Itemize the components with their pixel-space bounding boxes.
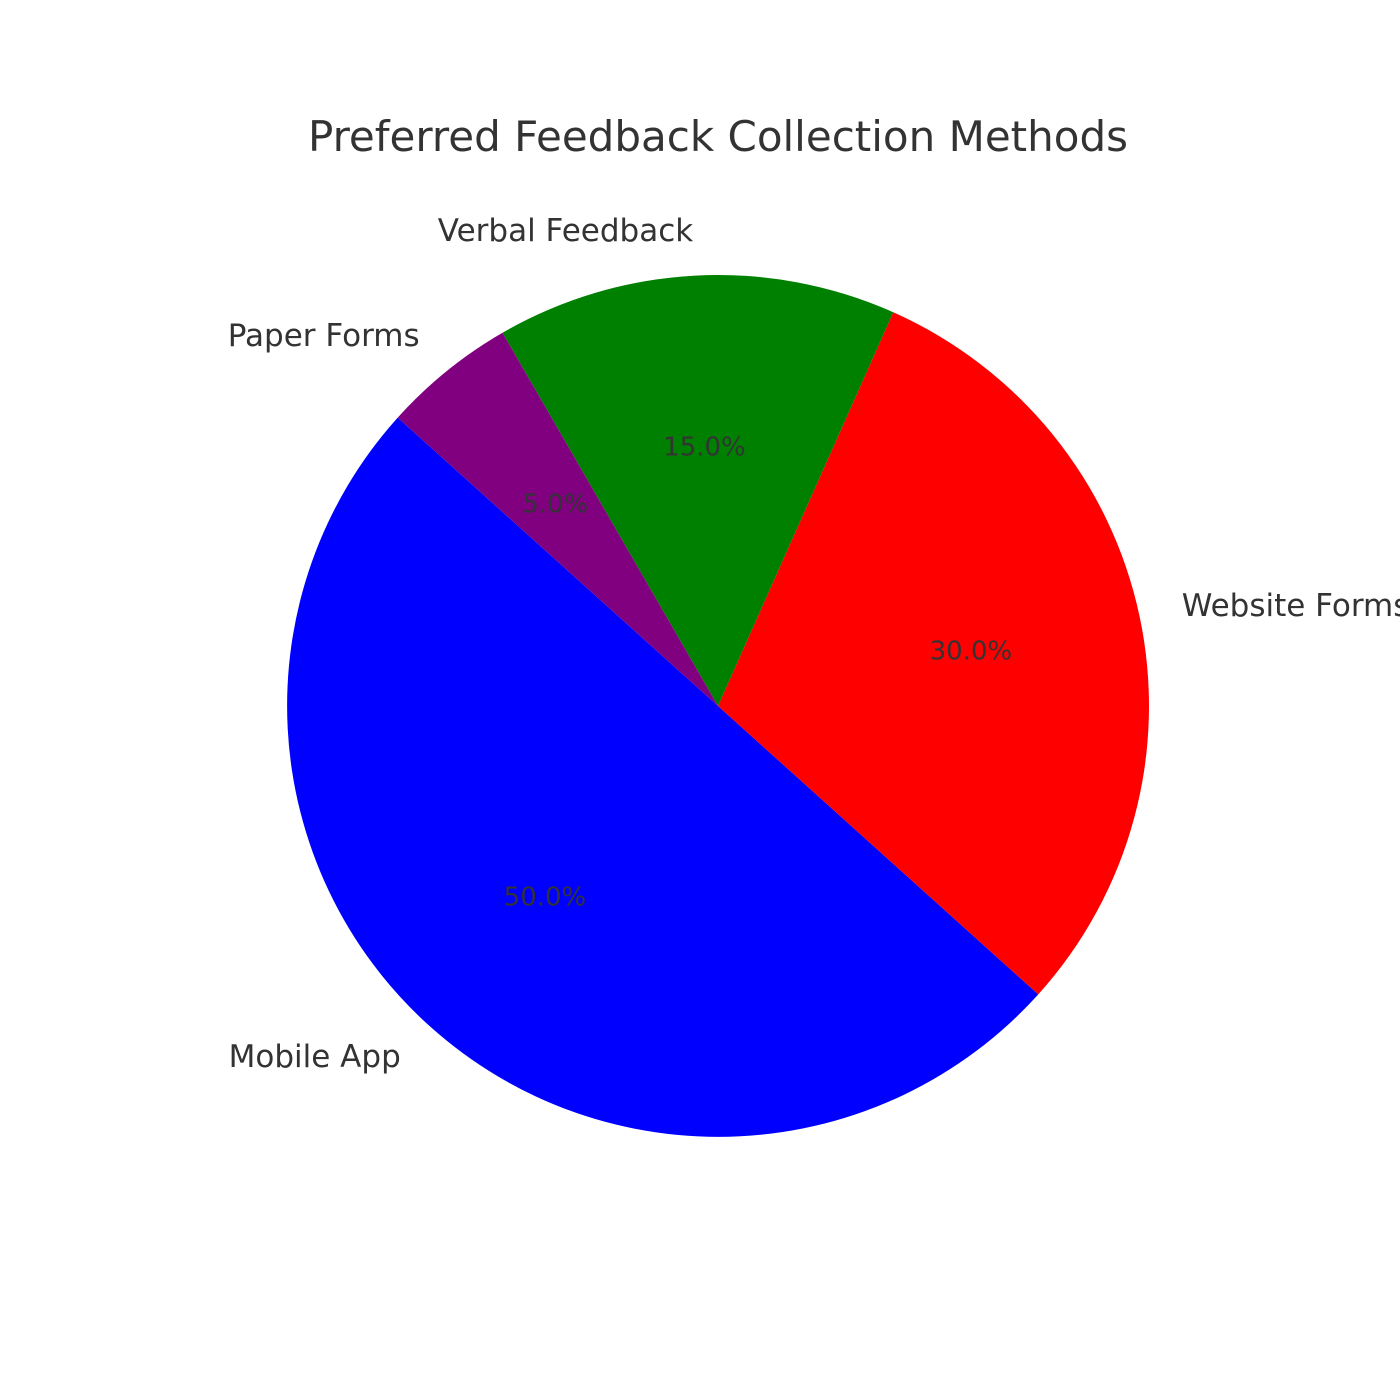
pie-slice-mobile-app: [287, 417, 1039, 1137]
slice-percent-verbal-feedback: 15.0%: [663, 432, 746, 462]
slice-label-verbal-feedback: Verbal Feedback: [438, 213, 693, 249]
pie-slice-paper-forms: [397, 332, 718, 706]
slice-percent-paper-forms: 5.0%: [522, 490, 588, 520]
chart-title: Preferred Feedback Collection Methods: [308, 112, 1128, 161]
slice-percent-mobile-app: 50.0%: [504, 883, 587, 913]
slice-percent-website-forms: 30.0%: [930, 637, 1013, 667]
slice-label-website-forms: Website Forms: [1182, 588, 1400, 624]
slice-label-paper-forms: Paper Forms: [228, 318, 420, 354]
pie-slice-verbal-feedback: [502, 275, 894, 706]
pie-labels: Mobile App 50.0% Website Forms 30.0% Verbal …: [228, 213, 1400, 1075]
slice-label-mobile-app: Mobile App: [229, 1039, 401, 1075]
pie-slice-website-forms: [718, 312, 1149, 995]
pie-slices: [287, 275, 1149, 1137]
